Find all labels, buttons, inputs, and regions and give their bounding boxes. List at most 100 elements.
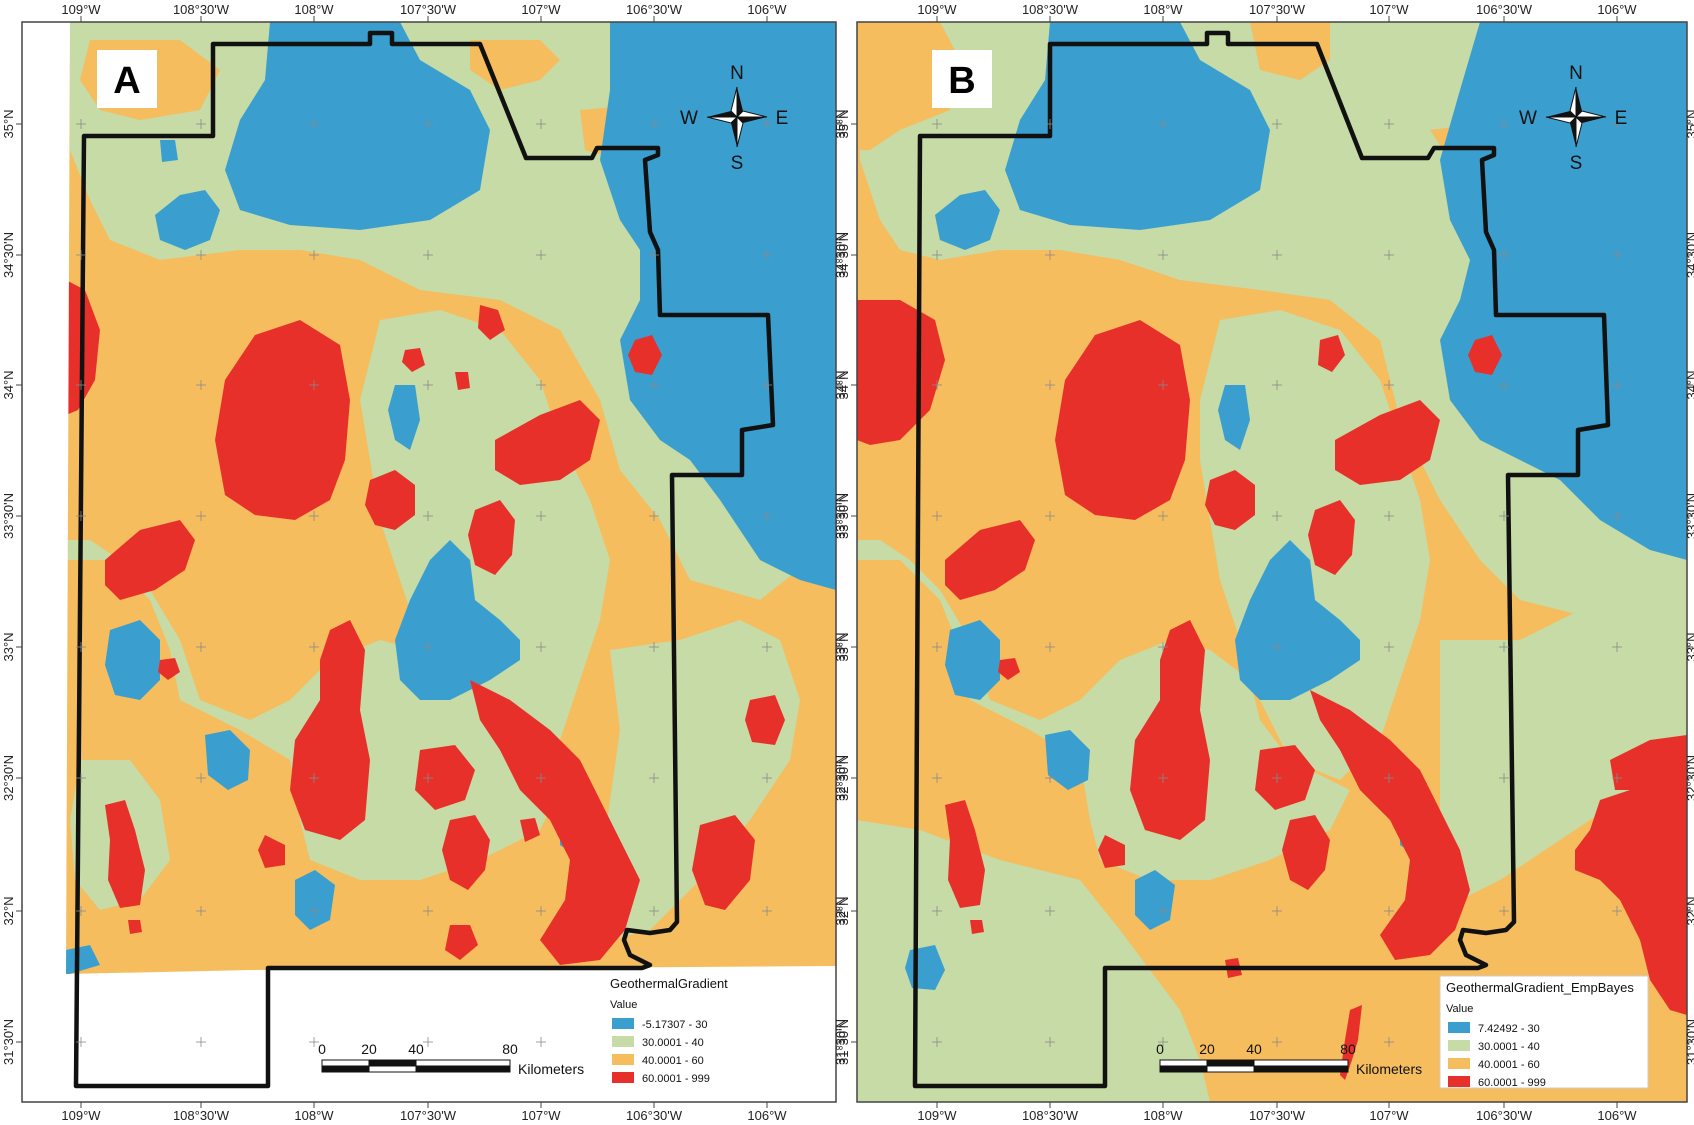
panel-b-zone-red-11 bbox=[1468, 335, 1502, 375]
panel-b-zone-red-8 bbox=[1282, 815, 1330, 890]
graticule-cross bbox=[762, 511, 772, 521]
panel-a-zone-red-12 bbox=[105, 800, 145, 908]
legend-swatch bbox=[1448, 1076, 1470, 1087]
left-tick-label: 34°N bbox=[836, 370, 851, 399]
graticule-cross bbox=[196, 380, 206, 390]
graticule-cross bbox=[1158, 642, 1168, 652]
legend-box bbox=[1439, 975, 1649, 1089]
graticule-cross bbox=[1158, 906, 1168, 916]
right-tick-label: 32°N bbox=[1684, 896, 1694, 925]
graticule-cross bbox=[423, 250, 433, 260]
top-tick-label: 108°30'W bbox=[1022, 2, 1079, 17]
graticule-cross bbox=[1045, 642, 1055, 652]
panel-a-zone-red-19 bbox=[520, 818, 540, 842]
graticule-cross bbox=[932, 119, 942, 129]
panel-a-zone-red-14 bbox=[478, 305, 505, 340]
graticule-cross bbox=[76, 511, 86, 521]
panel-b-zone-red-4 bbox=[1308, 500, 1355, 575]
scalebar-segment bbox=[321, 1059, 370, 1067]
panel-a-zone-red-20 bbox=[128, 920, 142, 934]
graticule-cross bbox=[932, 380, 942, 390]
panel-b: 109°W 108°30'W 108°W 107°30'W 107°W 106°30'W 1… bbox=[836, 2, 1694, 1123]
top-tick-label: 108°30'W bbox=[173, 2, 230, 17]
graticule-cross bbox=[1384, 773, 1394, 783]
graticule-cross bbox=[76, 773, 86, 783]
panel-a-zone-red-2 bbox=[365, 470, 415, 530]
legend-swatch bbox=[1448, 1040, 1470, 1051]
graticule-cross bbox=[1272, 642, 1282, 652]
panel-a-legend: GeothermalGradient Value -5.17307 - 30 30.0… bbox=[604, 972, 830, 1085]
right-tick-label: 34°30'N bbox=[1684, 232, 1694, 278]
top-tick-label: 108°W bbox=[294, 2, 334, 17]
panel-b-zone-red-big bbox=[1055, 320, 1190, 520]
scalebar-segment bbox=[1206, 1065, 1255, 1073]
legend-field: Value bbox=[1446, 1003, 1473, 1015]
panel-a-graticule bbox=[76, 119, 772, 1047]
legend-field: Value bbox=[610, 999, 637, 1011]
top-tick-label: 107°30'W bbox=[400, 2, 457, 17]
compass-needle bbox=[731, 117, 737, 147]
panel-a-axes: 109°W 108°30'W 108°W 107°30'W 107°W 106°30'W 1… bbox=[1, 2, 848, 1123]
graticule-cross bbox=[1045, 119, 1055, 129]
right-tick-label: 34°N bbox=[1684, 370, 1694, 399]
panel-b-zone-orange-north-2 bbox=[1250, 22, 1330, 80]
graticule-cross bbox=[1384, 511, 1394, 521]
graticule-cross bbox=[536, 250, 546, 260]
left-tick-label: 35°N bbox=[836, 109, 851, 138]
panel-b-zone-red-14 bbox=[970, 920, 984, 934]
legend-title: GeothermalGradient_EmpBayes bbox=[1446, 980, 1634, 995]
graticule-cross bbox=[1499, 380, 1509, 390]
scalebar-tick-label: 0 bbox=[318, 1041, 326, 1057]
graticule-cross bbox=[649, 642, 659, 652]
graticule-cross bbox=[1272, 906, 1282, 916]
bottom-tick-label: 108°W bbox=[1143, 1108, 1183, 1123]
compass-letter: E bbox=[1615, 108, 1628, 129]
panel-a-zone-red-10 bbox=[692, 815, 755, 910]
panel-a-zone-blue-4 bbox=[295, 870, 335, 930]
graticule-cross bbox=[536, 642, 546, 652]
compass-letter: S bbox=[731, 153, 744, 174]
panel-a-zone-blue-3 bbox=[205, 730, 250, 790]
left-tick-label: 33°N bbox=[836, 632, 851, 661]
legend-class-label: 60.0001 - 999 bbox=[642, 1073, 710, 1085]
graticule-cross bbox=[762, 642, 772, 652]
compass-needle bbox=[1576, 87, 1582, 117]
left-tick-label: 34°N bbox=[1, 370, 16, 399]
bottom-tick-label: 107°W bbox=[1369, 1108, 1409, 1123]
top-tick-label: 106°W bbox=[1597, 2, 1637, 17]
graticule-cross bbox=[76, 642, 86, 652]
panel-a-zone-red-7 bbox=[470, 680, 640, 965]
panel-a-zone-blue-2 bbox=[388, 385, 420, 450]
graticule-cross bbox=[76, 380, 86, 390]
graticule-cross bbox=[1612, 642, 1622, 652]
graticule-cross bbox=[309, 773, 319, 783]
scalebar-tick-label: 40 bbox=[1246, 1041, 1262, 1057]
scalebar-unit: Kilometers bbox=[518, 1061, 584, 1077]
graticule-cross bbox=[1499, 511, 1509, 521]
bottom-tick-label: 107°30'W bbox=[400, 1108, 457, 1123]
graticule-cross bbox=[196, 119, 206, 129]
panel-a-raster bbox=[66, 22, 836, 1102]
panel-b-boundary bbox=[912, 30, 1611, 1089]
left-tick-label: 33°30'N bbox=[836, 493, 851, 539]
graticule-cross bbox=[1045, 906, 1055, 916]
panel-a-label-text: A bbox=[113, 60, 140, 102]
graticule-cross bbox=[649, 119, 659, 129]
graticule-cross bbox=[762, 906, 772, 916]
graticule-cross bbox=[536, 773, 546, 783]
scalebar-tick-label: 80 bbox=[1340, 1041, 1356, 1057]
graticule-cross bbox=[1499, 250, 1509, 260]
panel-b-zone-red-2 bbox=[1205, 470, 1255, 530]
top-tick-label: 109°W bbox=[61, 2, 101, 17]
graticule-cross bbox=[76, 1037, 86, 1047]
graticule-cross bbox=[1045, 511, 1055, 521]
graticule-cross bbox=[1384, 1037, 1394, 1047]
graticule-cross bbox=[423, 1037, 433, 1047]
graticule-cross bbox=[1384, 250, 1394, 260]
left-tick-label: 34°30'N bbox=[836, 232, 851, 278]
panel-b-zone-red-1 bbox=[945, 520, 1035, 600]
graticule-cross bbox=[1045, 380, 1055, 390]
compass-letter: N bbox=[1569, 63, 1583, 84]
scalebar-segment bbox=[1159, 1065, 1208, 1073]
